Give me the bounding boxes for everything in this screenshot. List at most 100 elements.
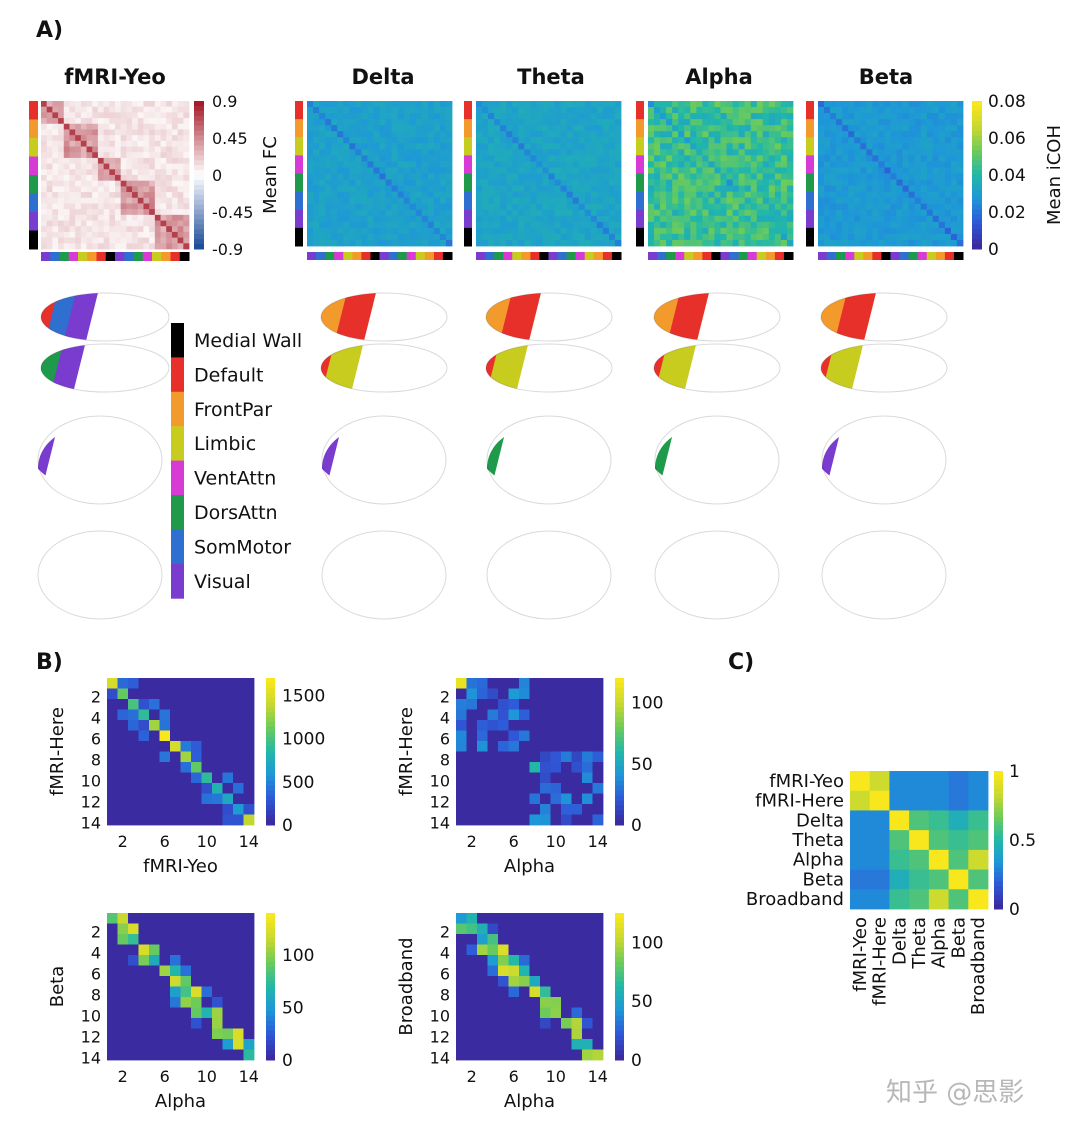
icoh-cell: [560, 107, 568, 114]
icoh-cell: [433, 203, 441, 211]
heatmap-cell: [519, 804, 530, 815]
icoh-cell: [938, 113, 946, 120]
heatmap-cell: [107, 804, 118, 815]
icoh-cell: [482, 149, 489, 156]
icoh-cell: [744, 191, 752, 199]
icoh-cell: [896, 167, 903, 174]
icoh-cell: [750, 113, 758, 120]
icoh-cell: [524, 203, 531, 211]
icoh-cell: [842, 119, 849, 126]
icoh-cell: [648, 125, 655, 132]
icoh-cell: [367, 221, 374, 229]
heatmap-cell: [170, 955, 181, 966]
icoh-cell: [512, 227, 519, 235]
heatmap-cell: [582, 913, 593, 924]
icoh-cell: [896, 239, 903, 247]
fc-cell: [58, 146, 65, 153]
icoh-cell: [932, 185, 940, 193]
network-strip-segment: [29, 212, 38, 231]
similarity-cell: [850, 889, 871, 910]
fc-cell: [80, 101, 87, 108]
icoh-cell: [878, 113, 885, 120]
y-tick-label: 8: [91, 985, 101, 1004]
icoh-cell: [854, 173, 861, 180]
heatmap-cell: [550, 965, 562, 977]
row-label: fMRI-Yeo: [769, 771, 844, 792]
heatmap-cell: [508, 762, 520, 773]
heatmap-cell: [128, 678, 139, 689]
icoh-cell: [313, 161, 320, 168]
icoh-cell: [696, 221, 703, 229]
fc-cell: [137, 129, 144, 136]
fc-cell: [160, 243, 167, 250]
icoh-cell: [415, 113, 423, 120]
icoh-cell: [896, 137, 903, 144]
icoh-cell: [596, 119, 604, 126]
fc-cell: [80, 226, 87, 233]
icoh-cell: [872, 179, 879, 186]
fc-cell: [69, 180, 76, 187]
icoh-cell: [427, 185, 435, 193]
brain-region: [767, 411, 820, 509]
icoh-cell: [427, 155, 435, 162]
icoh-cell: [307, 137, 314, 144]
icoh-cell: [433, 191, 441, 199]
icoh-cell: [488, 125, 495, 132]
heatmap-cell: [138, 678, 150, 689]
brain-medial: [821, 530, 947, 620]
icoh-cell: [780, 215, 788, 223]
icoh-cell: [361, 137, 368, 144]
icoh-cell: [355, 221, 362, 229]
icoh-cell: [866, 173, 873, 180]
heatmap-cell: [456, 997, 467, 1008]
fc-cell: [52, 106, 59, 113]
colorbar-segment: [194, 115, 204, 122]
icoh-network-strip-vertical: [806, 101, 814, 247]
icoh-cell: [439, 185, 447, 193]
icoh-cell: [578, 215, 586, 223]
icoh-cell: [920, 149, 928, 156]
icoh-cell: [361, 143, 368, 150]
icoh-cell: [678, 227, 685, 235]
heatmap-cell: [117, 934, 129, 945]
heatmap-cell: [191, 1028, 202, 1040]
colorbar-segment: [266, 707, 275, 713]
colorbar-segment: [266, 1055, 275, 1061]
icoh-cell: [439, 119, 447, 126]
network-strip-segment: [854, 252, 864, 260]
icoh-cell: [512, 197, 519, 205]
icoh-cell: [554, 203, 561, 211]
heatmap-cell: [466, 1028, 478, 1040]
icoh-cell: [409, 149, 417, 156]
icoh-cell: [325, 113, 332, 120]
y-tick-label: 2: [91, 922, 101, 941]
icoh-cell: [608, 125, 616, 132]
network-strip-segment: [295, 155, 303, 174]
icoh-cell: [331, 221, 338, 229]
colorbar-segment: [615, 780, 624, 787]
icoh-cell: [848, 179, 855, 186]
icoh-cell: [397, 233, 405, 241]
icoh-cell: [932, 233, 940, 241]
heatmap-cell: [477, 1039, 488, 1050]
heatmap-cell: [571, 944, 583, 956]
heatmap-cell: [519, 741, 530, 752]
network-strip-segment: [557, 252, 568, 260]
icoh-cell: [319, 179, 326, 186]
colorbar-segment: [994, 899, 1003, 905]
icoh-cell: [774, 149, 782, 156]
icoh-cell: [714, 125, 721, 132]
icoh-cell: [608, 119, 616, 126]
icoh-cell: [355, 167, 362, 174]
heatmap-cell: [222, 997, 234, 1008]
icoh-cell: [842, 173, 849, 180]
similarity-cell: [869, 889, 890, 910]
icoh-cell: [313, 143, 320, 150]
icoh-cell: [379, 221, 386, 229]
icoh-cell: [325, 173, 332, 180]
fc-cell: [132, 135, 139, 142]
fc-cell: [132, 118, 139, 125]
icoh-cell: [319, 173, 326, 180]
icoh-cell: [572, 143, 580, 150]
fc-cell: [69, 163, 76, 170]
